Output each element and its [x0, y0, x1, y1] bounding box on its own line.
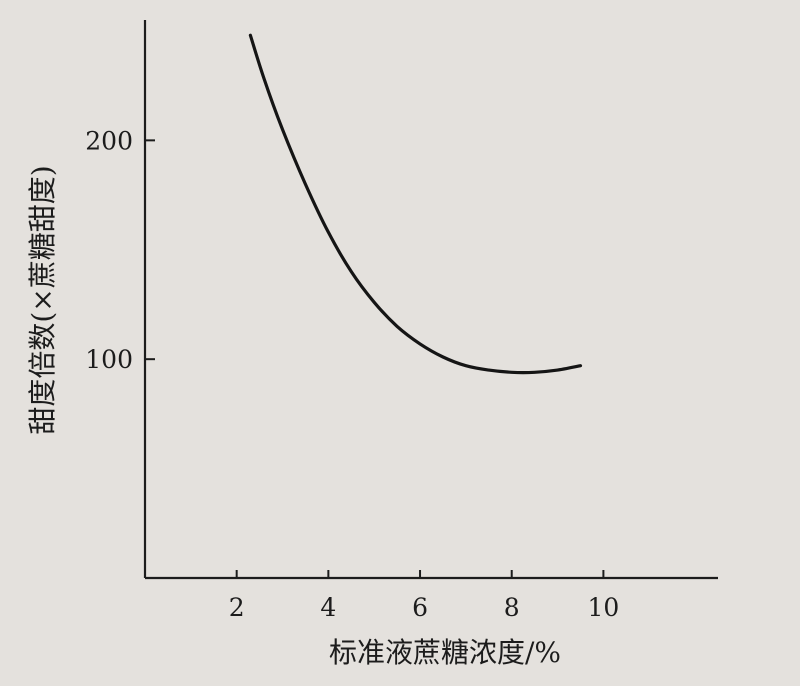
y-tick-label: 100: [85, 345, 133, 374]
x-ticks: 2 4 6 8 10: [229, 570, 619, 622]
x-tick-label: 2: [229, 593, 245, 622]
x-tick-label: 4: [320, 593, 336, 622]
x-tick-label: 10: [587, 593, 619, 622]
x-tick-label: 6: [412, 593, 428, 622]
y-ticks: 100 200: [85, 126, 155, 374]
x-tick-label: 8: [504, 593, 520, 622]
y-axis-title: 甜度倍数(×蔗糖甜度): [26, 165, 59, 434]
x-axis-title: 标准液蔗糖浓度/%: [329, 636, 561, 669]
y-tick-label: 200: [85, 126, 133, 155]
series-line: [248, 33, 583, 375]
